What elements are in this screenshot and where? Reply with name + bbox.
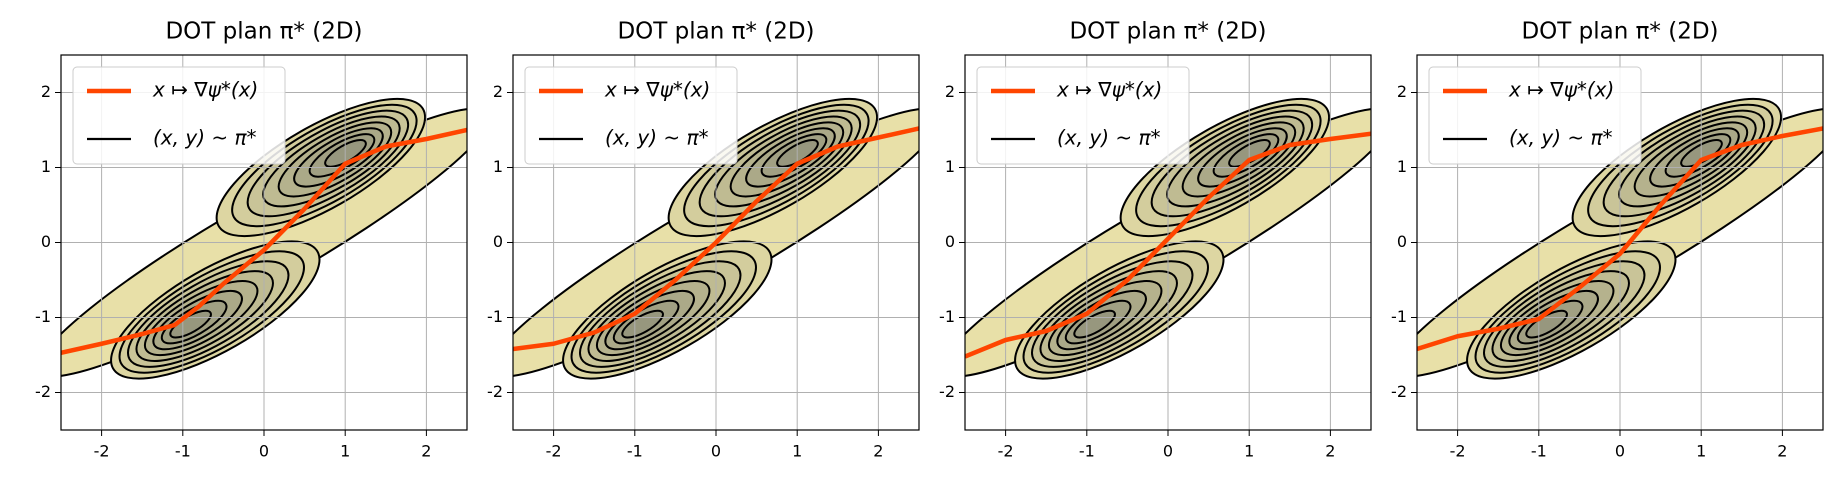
plot-area	[965, 55, 1371, 430]
legend-label: (x, y) ~ π*	[1057, 126, 1161, 150]
x-tick-label: 2	[421, 442, 431, 461]
x-tick-label: -2	[1450, 442, 1466, 461]
legend-label: (x, y) ~ π*	[605, 126, 709, 150]
chart-title: DOT plan π* (2D)	[165, 19, 362, 45]
y-tick-label: 2	[493, 82, 503, 101]
y-tick-label: 0	[945, 232, 955, 251]
y-tick-label: 1	[1397, 157, 1407, 176]
line	[965, 131, 1371, 359]
legend-label: x ↦ ∇ψ*(x)	[1508, 78, 1614, 102]
line	[61, 127, 467, 355]
panel: -2 -1 0 1 2 -2 -1 0 1 2 DOT plan π* (2D) x ↦ ∇ψ*(x)…	[1391, 19, 1824, 461]
x-tick-label: 0	[1163, 442, 1173, 461]
y-tick-label: -1	[939, 307, 955, 326]
legend-label: (x, y) ~ π*	[1509, 126, 1613, 150]
x-tick-label: -1	[1079, 442, 1095, 461]
axes-frame	[1416, 54, 1824, 431]
x-tick-label: 1	[792, 442, 802, 461]
x-tick-label: -2	[998, 442, 1014, 461]
x-tick-label: 2	[873, 442, 883, 461]
line	[1417, 126, 1823, 352]
x-tick-label: 1	[1244, 442, 1254, 461]
chart-title: DOT plan π* (2D)	[617, 19, 814, 45]
x-tick-label: -1	[627, 442, 643, 461]
x-tick-label: 0	[711, 442, 721, 461]
panel: -2 -1 0 1 2 -2 -1 0 1 2 DOT plan π* (2D) x ↦ ∇ψ*(x)…	[939, 19, 1372, 461]
y-tick-label: -1	[1391, 307, 1407, 326]
legend-label: (x, y) ~ π*	[153, 126, 257, 150]
y-tick-label: 2	[945, 82, 955, 101]
y-tick-label: 0	[493, 232, 503, 251]
y-tick-label: -2	[939, 382, 955, 401]
y-tick-label: 2	[41, 82, 51, 101]
axes-frame	[60, 54, 468, 431]
x-tick-label: 0	[1615, 442, 1625, 461]
x-tick-label: -1	[1531, 442, 1547, 461]
legend-label: x ↦ ∇ψ*(x)	[604, 78, 710, 102]
x-tick-label: 1	[340, 442, 350, 461]
plot-area	[1417, 55, 1823, 430]
y-tick-label: 1	[945, 157, 955, 176]
line	[513, 126, 919, 352]
x-tick-label: 2	[1777, 442, 1787, 461]
x-tick-label: -2	[546, 442, 562, 461]
legend-label: x ↦ ∇ψ*(x)	[1056, 78, 1162, 102]
legend-label: x ↦ ∇ψ*(x)	[152, 78, 258, 102]
x-tick-label: 0	[259, 442, 269, 461]
axes-frame	[964, 54, 1372, 431]
y-tick-label: 1	[493, 157, 503, 176]
x-tick-label: 1	[1696, 442, 1706, 461]
y-tick-label: 0	[1397, 232, 1407, 251]
y-tick-label: -1	[487, 307, 503, 326]
x-tick-label: -1	[175, 442, 191, 461]
y-tick-label: -2	[35, 382, 51, 401]
plot-area	[61, 55, 467, 430]
chart-title: DOT plan π* (2D)	[1521, 19, 1718, 45]
x-tick-label: -2	[94, 442, 110, 461]
panel: -2 -1 0 1 2 -2 -1 0 1 2 DOT plan π* (2D) x ↦ ∇ψ*(x)…	[487, 19, 920, 461]
y-tick-label: -2	[487, 382, 503, 401]
x-tick-label: 2	[1325, 442, 1335, 461]
y-tick-label: -2	[1391, 382, 1407, 401]
contours	[61, 97, 467, 380]
panel: -2 -1 0 1 2 -2 -1 0 1 2 DOT plan π* (2D) x ↦ ∇ψ*(x)…	[35, 19, 468, 461]
chart-title: DOT plan π* (2D)	[1069, 19, 1266, 45]
y-tick-label: -1	[35, 307, 51, 326]
y-tick-label: 1	[41, 157, 51, 176]
y-tick-label: 0	[41, 232, 51, 251]
axes-frame	[512, 54, 920, 431]
plot-area	[513, 55, 919, 430]
y-tick-label: 2	[1397, 82, 1407, 101]
